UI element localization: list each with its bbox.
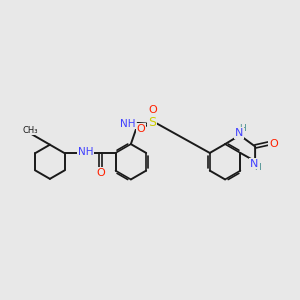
Text: CH₃: CH₃	[22, 126, 38, 135]
Text: NH: NH	[78, 147, 94, 157]
Text: H: H	[254, 163, 261, 172]
Text: H: H	[239, 124, 245, 133]
Text: N: N	[250, 158, 259, 169]
Text: O: O	[137, 124, 146, 134]
Text: N: N	[235, 128, 243, 138]
Text: O: O	[97, 168, 105, 178]
Text: NH: NH	[120, 118, 136, 128]
Text: O: O	[148, 105, 157, 115]
Text: O: O	[269, 139, 278, 148]
Text: S: S	[148, 116, 156, 129]
